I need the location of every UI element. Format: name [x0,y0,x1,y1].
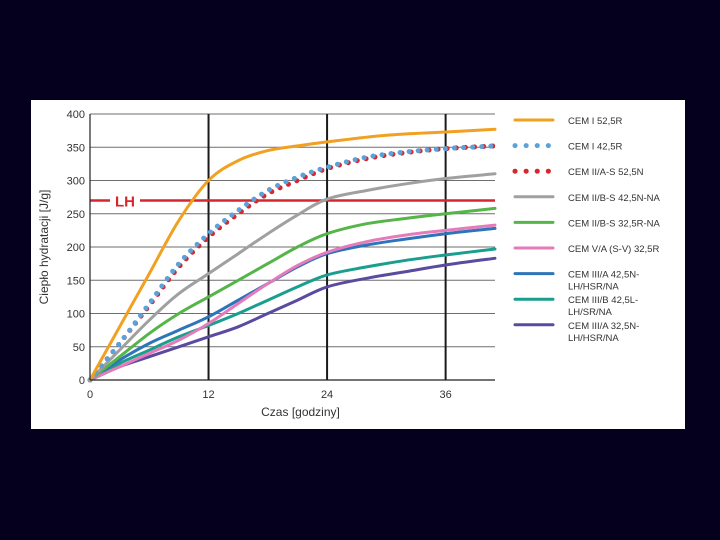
legend: CEM I 52,5R CEM I 42,5R CEM II/A-S 52,5N CE… [512,116,661,344]
y-tick-label: 200 [67,242,85,254]
y-tick-label: 350 [67,142,85,154]
y-tick-label: 50 [73,342,85,354]
y-tick-label: 300 [67,176,85,188]
series-line-cem-iii-a-32-5n-lh-hsr-na [88,256,497,382]
series-line-cem-i-42-5r [87,143,498,383]
heat-of-hydration-chart: LH 0 50 100 150 200 250 300 350 400 0 12 24 36 Czas [… [37,109,661,419]
series-line-cem-iii-b-42-5l-lh-sr-na [88,247,497,382]
x-axis-title: Czas [godziny] [261,405,340,419]
legend-label: CEM II/B-S 32,5R-NA [568,218,661,229]
series-line-cem-ii-b-s-42-5n-na [88,172,497,382]
legend-label: CEM II/A-S 52,5N [568,167,644,178]
legend-label: CEM III/B 42,5L- [568,295,638,306]
y-axis-title: Ciepło hydratacji [J/g] [37,190,51,305]
y-tick-label: 0 [79,375,85,387]
series-line-cem-v-a-s-v-32-5r [88,223,497,382]
legend-label: CEM V/A (S-V) 32,5R [568,244,659,255]
lh-reference: LH [90,191,495,210]
x-tick-label: 36 [439,389,451,401]
y-tick-label: 150 [67,275,85,287]
legend-label: CEM III/A 42,5N- [568,270,639,281]
y-tick-label: 100 [67,309,85,321]
x-tick-label: 0 [87,389,93,401]
lh-label: LH [115,193,135,210]
series-line-cem-ii-b-s-32-5r-na [88,206,497,382]
x-tick-label: 12 [202,389,214,401]
legend-label: CEM I 52,5R [568,116,623,127]
legend-label: LH/HSR/NA [568,282,619,293]
series-line-cem-i-52-5r [88,127,497,382]
y-tick-label: 400 [67,109,85,121]
lh-label-backdrop [110,191,140,210]
legend-label: CEM II/B-S 42,5N-NA [568,193,661,204]
legend-label: LH/SR/NA [568,307,612,318]
chart-panel: LH 0 50 100 150 200 250 300 350 400 0 12 24 36 Czas [… [31,100,685,429]
legend-label: CEM I 42,5R [568,142,623,153]
legend-label: LH/HSR/NA [568,333,619,344]
series-lines [87,127,498,383]
x-tick-label: 24 [321,389,333,401]
y-tick-label: 250 [67,209,85,221]
legend-label: CEM III/A 32,5N- [568,321,639,332]
axes: 0 50 100 150 200 250 300 350 400 0 12 24 36 Czas [god… [37,109,495,419]
grid [90,113,495,380]
